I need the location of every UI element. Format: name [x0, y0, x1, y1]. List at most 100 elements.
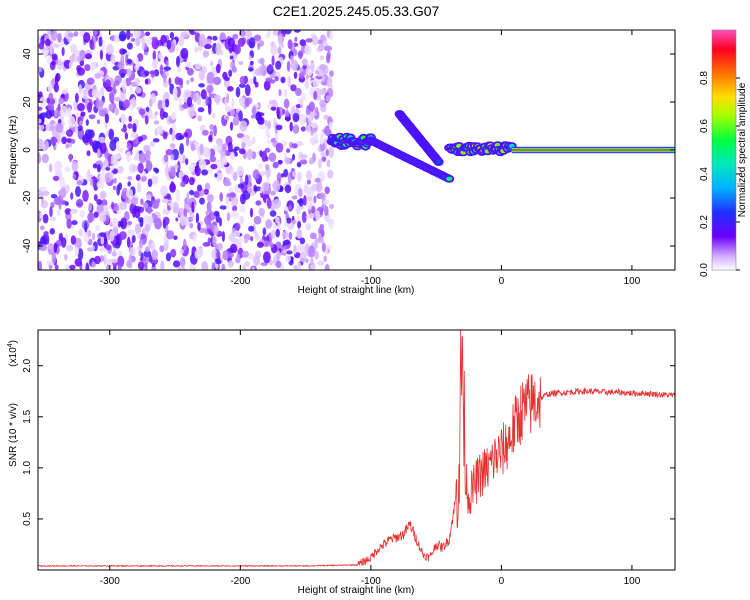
noise-blob: [275, 228, 281, 238]
noise-blob: [125, 198, 132, 204]
noise-blob: [95, 97, 100, 109]
noise-blob: [306, 170, 312, 181]
noise-blob: [96, 163, 101, 173]
noise-blob: [77, 103, 85, 112]
noise-blob: [152, 58, 159, 69]
noise-blob: [38, 106, 43, 111]
noise-blob: [100, 86, 105, 99]
noise-blob: [109, 230, 115, 242]
noise-blob: [212, 35, 218, 41]
noise-blob: [296, 206, 301, 215]
snr-y-tick-label: 2.0: [22, 358, 33, 372]
noise-blob: [222, 157, 228, 166]
noise-blob: [154, 111, 159, 116]
noise-blob: [237, 183, 245, 189]
noise-blob: [186, 96, 193, 108]
noise-blob: [137, 136, 144, 143]
noise-blob: [309, 157, 314, 165]
noise-blob: [226, 93, 230, 104]
noise-blob: [42, 46, 49, 56]
noise-blob: [133, 30, 142, 39]
noise-blob: [311, 206, 316, 214]
noise-blob: [127, 220, 133, 226]
noise-blob: [293, 30, 301, 33]
noise-blob: [120, 72, 125, 79]
spectrogram-y-tick-label: -20: [22, 190, 33, 205]
noise-blob: [239, 215, 244, 225]
noise-blob: [276, 106, 280, 118]
noise-blob: [277, 159, 283, 165]
noise-blob: [118, 147, 124, 153]
noise-blob: [248, 37, 256, 49]
noise-blob: [162, 72, 167, 83]
noise-blob: [210, 163, 218, 170]
noise-blob: [144, 115, 149, 125]
noise-blob: [186, 135, 189, 147]
noise-blob: [113, 266, 117, 270]
noise-blob: [298, 50, 303, 60]
noise-blob: [178, 35, 185, 47]
noise-blob: [196, 95, 202, 106]
noise-blob: [176, 56, 180, 68]
noise-blob: [94, 73, 102, 79]
spectrogram-x-tick-label: -200: [230, 276, 250, 287]
noise-blob: [207, 104, 212, 115]
noise-blob: [138, 239, 144, 249]
noise-blob: [154, 168, 160, 174]
noise-blob: [194, 46, 199, 53]
noise-blob: [131, 235, 136, 243]
noise-blob: [64, 208, 72, 215]
noise-blob: [293, 71, 298, 80]
noise-blob: [180, 181, 186, 188]
noise-blob: [38, 118, 42, 124]
noise-blob: [263, 80, 271, 91]
noise-blob: [307, 68, 313, 77]
noise-blob: [173, 235, 178, 241]
noise-blob: [258, 207, 265, 217]
noise-blob: [170, 248, 177, 258]
tone-band: [511, 149, 675, 151]
noise-blob: [59, 176, 66, 189]
noise-blob: [299, 251, 308, 263]
noise-blob: [299, 237, 306, 245]
snr-y-scale-exponent: 4: [7, 343, 14, 347]
noise-blob: [44, 38, 51, 47]
noise-blob: [244, 97, 250, 108]
noise-blob: [231, 210, 239, 219]
noise-blob: [285, 255, 291, 263]
noise-blob: [310, 122, 318, 128]
noise-blob: [111, 201, 115, 210]
noise-blob: [145, 160, 153, 172]
noise-blob: [244, 260, 250, 267]
noise-blob: [301, 211, 307, 224]
snr-y-scale: (x104): [7, 340, 19, 367]
noise-blob: [126, 142, 132, 150]
noise-blob: [284, 184, 292, 194]
noise-blob: [238, 61, 244, 65]
noise-blob: [117, 60, 125, 70]
noise-blob: [234, 222, 241, 231]
noise-blob: [129, 202, 137, 215]
noise-blob: [87, 212, 95, 223]
noise-blob: [179, 143, 185, 155]
noise-blob: [164, 98, 170, 108]
noise-blob: [135, 36, 141, 47]
noise-blob: [264, 119, 268, 127]
noise-blob: [78, 228, 84, 237]
noise-blob: [273, 198, 282, 209]
noise-blob: [98, 109, 107, 117]
noise-blob: [257, 42, 261, 51]
noise-blob: [314, 251, 319, 260]
noise-blob: [274, 216, 280, 224]
noise-blob: [113, 177, 117, 184]
noise-blob: [282, 230, 289, 239]
noise-blob: [144, 70, 150, 77]
noise-blob: [86, 150, 91, 157]
noise-blob: [211, 248, 218, 260]
noise-blob: [286, 250, 293, 255]
noise-blob: [166, 39, 172, 50]
noise-blob: [230, 200, 236, 207]
noise-blob: [233, 146, 240, 151]
noise-blob: [96, 119, 101, 124]
noise-blob: [141, 37, 145, 50]
